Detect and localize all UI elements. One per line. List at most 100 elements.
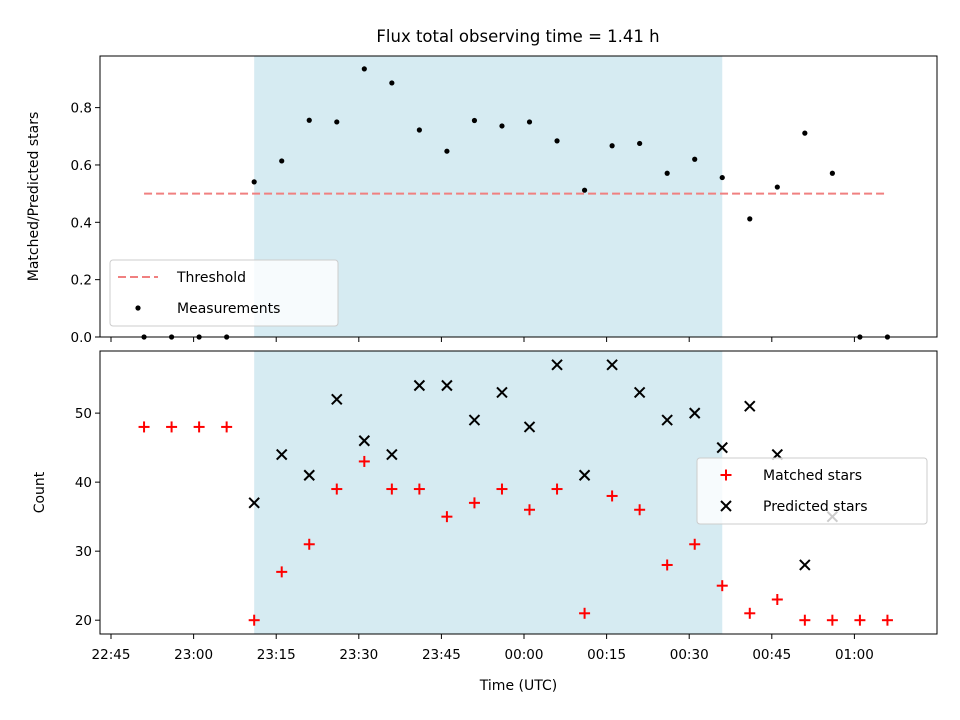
- matched-star-point: [386, 483, 398, 495]
- matched-star-point: [193, 421, 205, 433]
- legend-cross-marker: [720, 500, 732, 512]
- measurement-point: [416, 127, 422, 133]
- x-tick-label: 23:45: [422, 647, 461, 663]
- measurement-point: [747, 216, 753, 222]
- x-tick-label: 22:45: [92, 647, 131, 663]
- measurement-point: [609, 143, 615, 149]
- matched-star-point: [826, 614, 838, 626]
- predicted-stars-points: [248, 359, 839, 571]
- matched-star-point: [744, 607, 756, 619]
- matched-star-point: [221, 421, 233, 433]
- cross-b: [358, 435, 371, 447]
- cross-b: [248, 497, 260, 509]
- measurement-point: [279, 158, 285, 164]
- predicted-star-point: [441, 379, 453, 392]
- measurement-point: [334, 119, 340, 125]
- matched-star-point: [551, 483, 563, 495]
- predicted-star-point: [744, 400, 756, 412]
- predicted-star-point: [358, 435, 371, 447]
- y-tick-label: 0.4: [71, 215, 92, 231]
- x-tick-label: 00:30: [670, 647, 709, 663]
- cross-b: [468, 414, 481, 426]
- legend-matched-label: Matched stars: [763, 468, 862, 484]
- cross-b: [551, 359, 563, 371]
- matched-star-point: [771, 593, 783, 605]
- measurement-point: [829, 170, 835, 176]
- y-tick-label: 20: [75, 613, 92, 629]
- predicted-star-point: [386, 448, 398, 461]
- predicted-star-point: [689, 407, 701, 419]
- predicted-star-point: [523, 421, 536, 433]
- matched-star-point: [716, 580, 728, 592]
- matched-star-point: [689, 538, 701, 550]
- bottom-legend-box: [696, 457, 928, 525]
- bottom-y-axis-label: Count: [32, 471, 48, 513]
- matched-star-point: [441, 511, 453, 523]
- predicted-star-point: [468, 414, 481, 426]
- matched-star-point: [496, 483, 508, 495]
- matched-star-point: [579, 607, 591, 619]
- bottom-legend: Matched stars Predicted stars: [696, 457, 928, 525]
- y-tick-label: 40: [75, 475, 92, 491]
- matched-star-point: [276, 566, 288, 578]
- cross-b: [276, 448, 288, 461]
- y-tick-label: 0.6: [71, 158, 92, 174]
- x-tick-label: 23:15: [257, 647, 296, 663]
- matched-star-point: [881, 614, 893, 626]
- bottom-y-ticks: 20 30 40 50: [75, 406, 100, 629]
- x-tick-label: 01:00: [835, 647, 874, 663]
- legend-matched-swatch: [720, 469, 732, 481]
- measurement-point: [692, 156, 698, 162]
- predicted-star-point: [276, 448, 288, 461]
- predicted-star-point: [799, 559, 811, 571]
- cross-b: [661, 414, 673, 426]
- cross-b: [716, 441, 728, 454]
- chart-title: Flux total observing time = 1.41 h: [376, 27, 659, 46]
- y-tick-label: 50: [75, 406, 92, 422]
- predicted-star-point: [303, 469, 315, 481]
- x-axis-label: Time (UTC): [479, 678, 557, 694]
- measurement-point: [471, 117, 478, 124]
- x-tick-label: 00:45: [752, 647, 791, 663]
- cross-b: [720, 500, 732, 512]
- x-tick-label: 00:15: [587, 647, 626, 663]
- matched-star-point: [166, 421, 178, 433]
- top-legend-box: [109, 259, 339, 327]
- legend-predicted-swatch: [720, 500, 732, 512]
- measurement-point: [637, 140, 643, 147]
- bottom-panel: 20 30 40 50 22:45 23:00 23:15 23:30 23:45 00:00 0…: [32, 350, 938, 694]
- matched-star-point: [854, 614, 866, 626]
- matched-star-point: [606, 490, 618, 502]
- cross-b: [744, 400, 756, 412]
- cross-b: [689, 407, 701, 419]
- predicted-star-point: [606, 359, 618, 371]
- bottom-x-ticks: 22:45 23:00 23:15 23:30 23:45 00:00 00:15 00:30…: [92, 634, 874, 663]
- matched-star-point: [413, 483, 425, 495]
- matched-star-point: [634, 504, 646, 516]
- top-axes-frame: [99, 55, 938, 338]
- measurement-point: [802, 130, 808, 136]
- cross-b: [578, 469, 591, 481]
- cross-b: [303, 469, 315, 481]
- x-tick-label: 00:00: [505, 647, 544, 663]
- cross-b: [523, 421, 536, 433]
- cross-b: [496, 386, 508, 399]
- legend-measurements-swatch: [135, 305, 141, 311]
- legend-predicted-label: Predicted stars: [763, 499, 868, 515]
- x-tick-label: 23:00: [174, 647, 213, 663]
- matched-star-point: [524, 504, 536, 516]
- measurement-point: [251, 179, 257, 185]
- top-panel: 0.00.20.40.60.8 Matched/Predicted stars …: [26, 55, 938, 346]
- predicted-star-point: [331, 393, 343, 406]
- measurement-point: [361, 66, 367, 72]
- x-tick-label: 23:30: [339, 647, 378, 663]
- cross-b: [331, 393, 343, 406]
- legend-plus-marker: [720, 469, 732, 481]
- cross-b: [799, 559, 811, 571]
- cross-b: [606, 359, 618, 371]
- top-legend: Threshold Measurements: [109, 259, 339, 327]
- legend-threshold-label: Threshold: [176, 270, 246, 286]
- legend-measurements-label: Measurements: [177, 301, 280, 317]
- measurement-point: [554, 138, 560, 144]
